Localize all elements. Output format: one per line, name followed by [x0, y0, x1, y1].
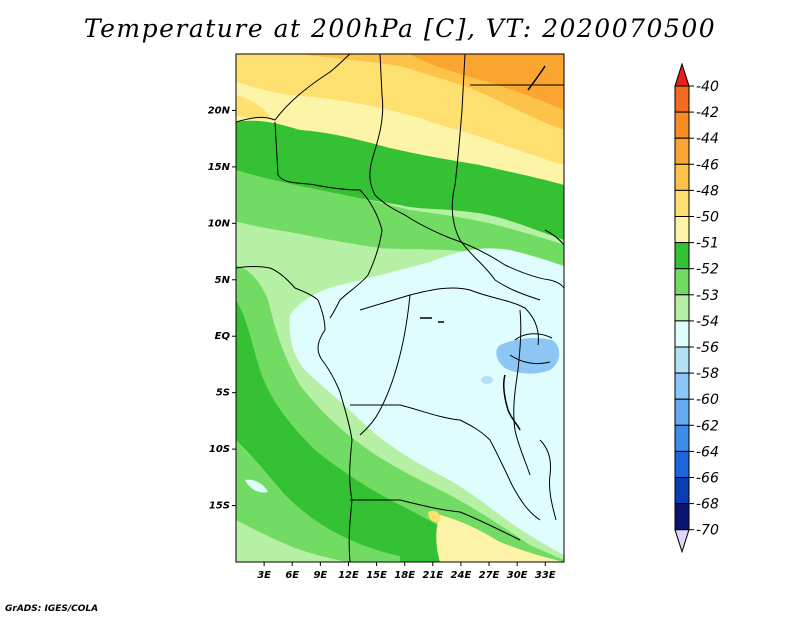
colorbar-label: -48 [696, 183, 719, 199]
colorbar-top-arrow [674, 62, 690, 87]
lon-tick-label: 21E [422, 570, 443, 581]
lon-tick-label: 27E [479, 570, 500, 581]
colorbar-label: -53 [696, 288, 719, 304]
lat-tick-label: 10N [208, 218, 231, 229]
colorbar-label: -62 [696, 418, 719, 434]
colorbar-swatch [674, 189, 690, 217]
lon-tick-label: 15E [366, 570, 387, 581]
colorbar-swatch [674, 137, 690, 165]
border-sudan [451, 54, 541, 301]
lat-axis: 20N 15N 10N 5N EQ 5S 10S 15S [208, 105, 236, 512]
field-band-54-sw [236, 520, 350, 562]
colorbar-label: -46 [696, 157, 719, 173]
field-patch-sw [245, 479, 268, 493]
lon-tick-label: 33E [535, 570, 556, 581]
coastline-west [236, 266, 353, 562]
colorbar-swatch [674, 320, 690, 348]
river-marks [420, 317, 444, 323]
colorbar-label: -68 [696, 497, 719, 513]
lon-tick-label: 12E [338, 570, 359, 581]
lat-tick-label: 20N [208, 105, 231, 116]
colorbar-swatch [674, 85, 690, 113]
lon-tick-label: 3E [257, 570, 271, 581]
border-nw [236, 54, 351, 123]
lake-victoria-north [514, 333, 553, 341]
map-frame [235, 53, 565, 563]
lon-tick-label: 18E [394, 570, 415, 581]
lake-tanganyika [503, 374, 521, 431]
colorbar-swatch [674, 398, 690, 426]
colorbar-swatch [674, 268, 690, 296]
colorbar-swatch [674, 111, 690, 139]
colorbar-swatch [674, 372, 690, 400]
field-band-58 [496, 337, 560, 374]
field-patch-58 [481, 376, 493, 384]
field-band-52-north [236, 120, 564, 240]
colorbar-label: -58 [696, 366, 719, 382]
field-patch-west [236, 95, 270, 119]
colorbar-label: -54 [696, 314, 719, 330]
colorbar-swatch [674, 163, 690, 191]
lon-tick-label: 9E [313, 570, 327, 581]
lat-tick-label: 5N [215, 275, 231, 286]
colorbar-swatch [674, 450, 690, 478]
page-title: Temperature at 200hPa [C], VT: 202007050… [83, 14, 717, 43]
colorbar-label: -70 [696, 523, 719, 539]
border-lakes [513, 309, 531, 476]
colorbar-label: -44 [696, 131, 719, 147]
lat-tick-label: 15N [208, 162, 231, 173]
field-band-52-south [236, 300, 525, 562]
lon-tick-label: 6E [285, 570, 299, 581]
map-borders [236, 54, 564, 562]
colorbar-bottom-arrow [674, 529, 690, 554]
border-ethiopia [544, 229, 564, 246]
border-congo [359, 294, 411, 436]
border-drc-north [359, 287, 539, 346]
border-chad-sudan [369, 54, 564, 289]
border-angola-drc [350, 404, 541, 521]
border-mozambique [539, 439, 557, 521]
colorbar-label: -50 [696, 210, 719, 226]
field-band-46 [410, 54, 564, 110]
colorbar: -40 -42 -44 -46 -48 -50 -51 -52 -53 -54 -56 -58 -60 -… [674, 62, 719, 554]
colorbar-swatch [674, 242, 690, 270]
colorbar-swatch [674, 216, 690, 244]
field-band-56 [289, 248, 564, 555]
lake-victoria-south [509, 354, 551, 365]
colorbar-swatch [674, 294, 690, 322]
red-sea-coast [527, 65, 546, 91]
border-nigeria-cameroon [274, 121, 383, 319]
lat-tick-label: 10S [209, 444, 230, 455]
temperature-field [236, 54, 564, 562]
colorbar-label: -60 [696, 392, 719, 408]
field-band-51-south [436, 515, 564, 562]
lon-axis: 3E 6E 9E 12E 15E 18E 21E 24E 27E 30E 33E [257, 562, 556, 581]
lon-tick-label: 24E [451, 570, 472, 581]
lat-tick-label: 5S [216, 388, 230, 399]
colorbar-swatch [674, 424, 690, 452]
colorbar-label: -42 [696, 105, 719, 121]
colorbar-label: -40 [696, 79, 719, 95]
colorbar-label: -52 [696, 262, 719, 278]
colorbar-swatch [674, 346, 690, 374]
field-band-53-sw [236, 440, 400, 562]
lon-tick-label: 30E [507, 570, 528, 581]
colorbar-swatch [674, 503, 690, 531]
border-angola-namibia [350, 499, 521, 541]
lat-tick-label: 15S [209, 501, 230, 512]
colorbar-label: -56 [696, 340, 719, 356]
lat-tick-label: EQ [215, 331, 231, 342]
colorbar-label: -51 [696, 236, 719, 252]
credit-label: GrADS: IGES/COLA [5, 604, 99, 614]
colorbar-label: -64 [696, 444, 719, 460]
colorbar-label: -66 [696, 471, 719, 487]
colorbar-swatch [674, 477, 690, 505]
field-patch-50-south [428, 510, 441, 523]
